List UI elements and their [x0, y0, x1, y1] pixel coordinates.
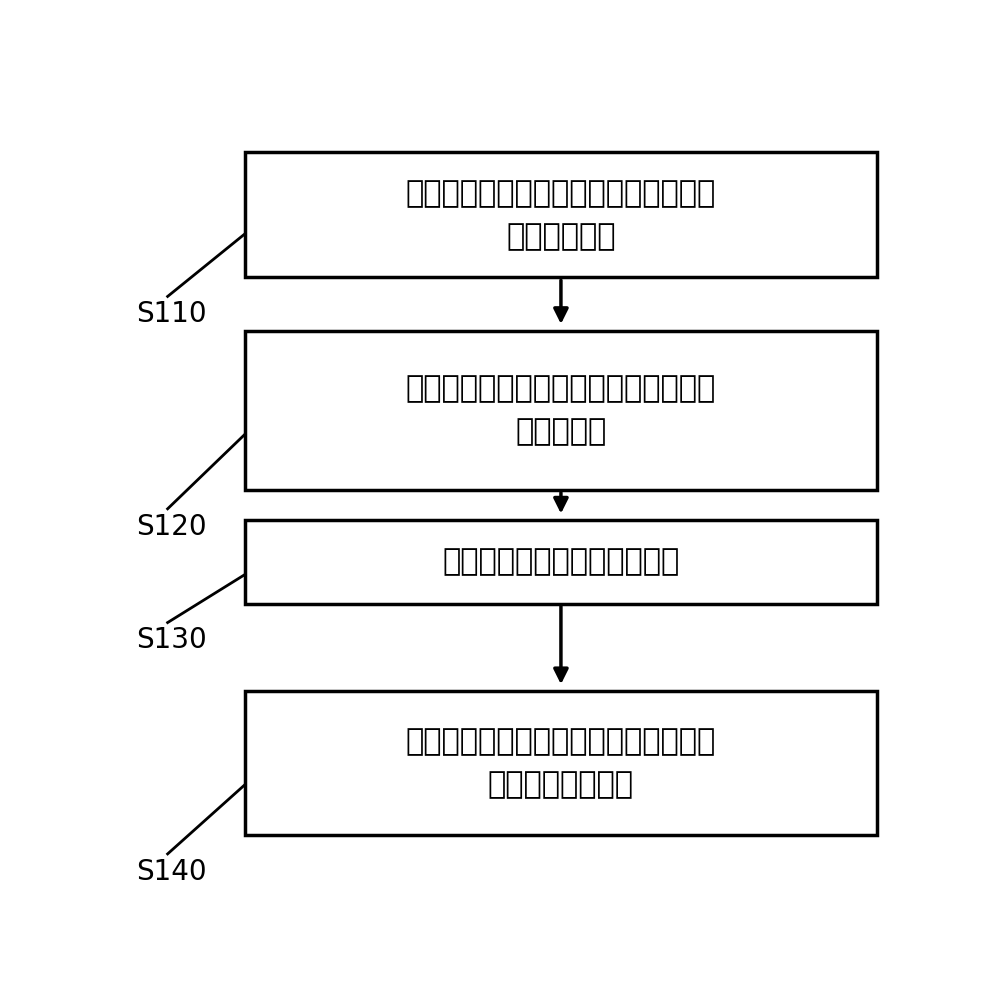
Bar — [245, 331, 877, 490]
Text: 通过数据采集器获得测试继电器触点回
跳时间的测试结果: 通过数据采集器获得测试继电器触点回 跳时间的测试结果 — [406, 727, 716, 799]
Text: 开启信号发生器及数据采集器: 开启信号发生器及数据采集器 — [442, 548, 680, 576]
Text: S130: S130 — [137, 626, 207, 654]
Text: S110: S110 — [137, 300, 207, 328]
Bar — [245, 153, 877, 278]
Text: S120: S120 — [137, 512, 207, 541]
Text: 将测试继电器接入电磁继电器触点回跳
时间测试装置: 将测试继电器接入电磁继电器触点回跳 时间测试装置 — [406, 179, 716, 251]
Bar — [245, 520, 877, 604]
Text: S140: S140 — [137, 858, 207, 886]
Text: 调节电磁继电器触点回跳时间测试装置
对应的参数: 调节电磁继电器触点回跳时间测试装置 对应的参数 — [406, 374, 716, 446]
Bar — [245, 690, 877, 835]
